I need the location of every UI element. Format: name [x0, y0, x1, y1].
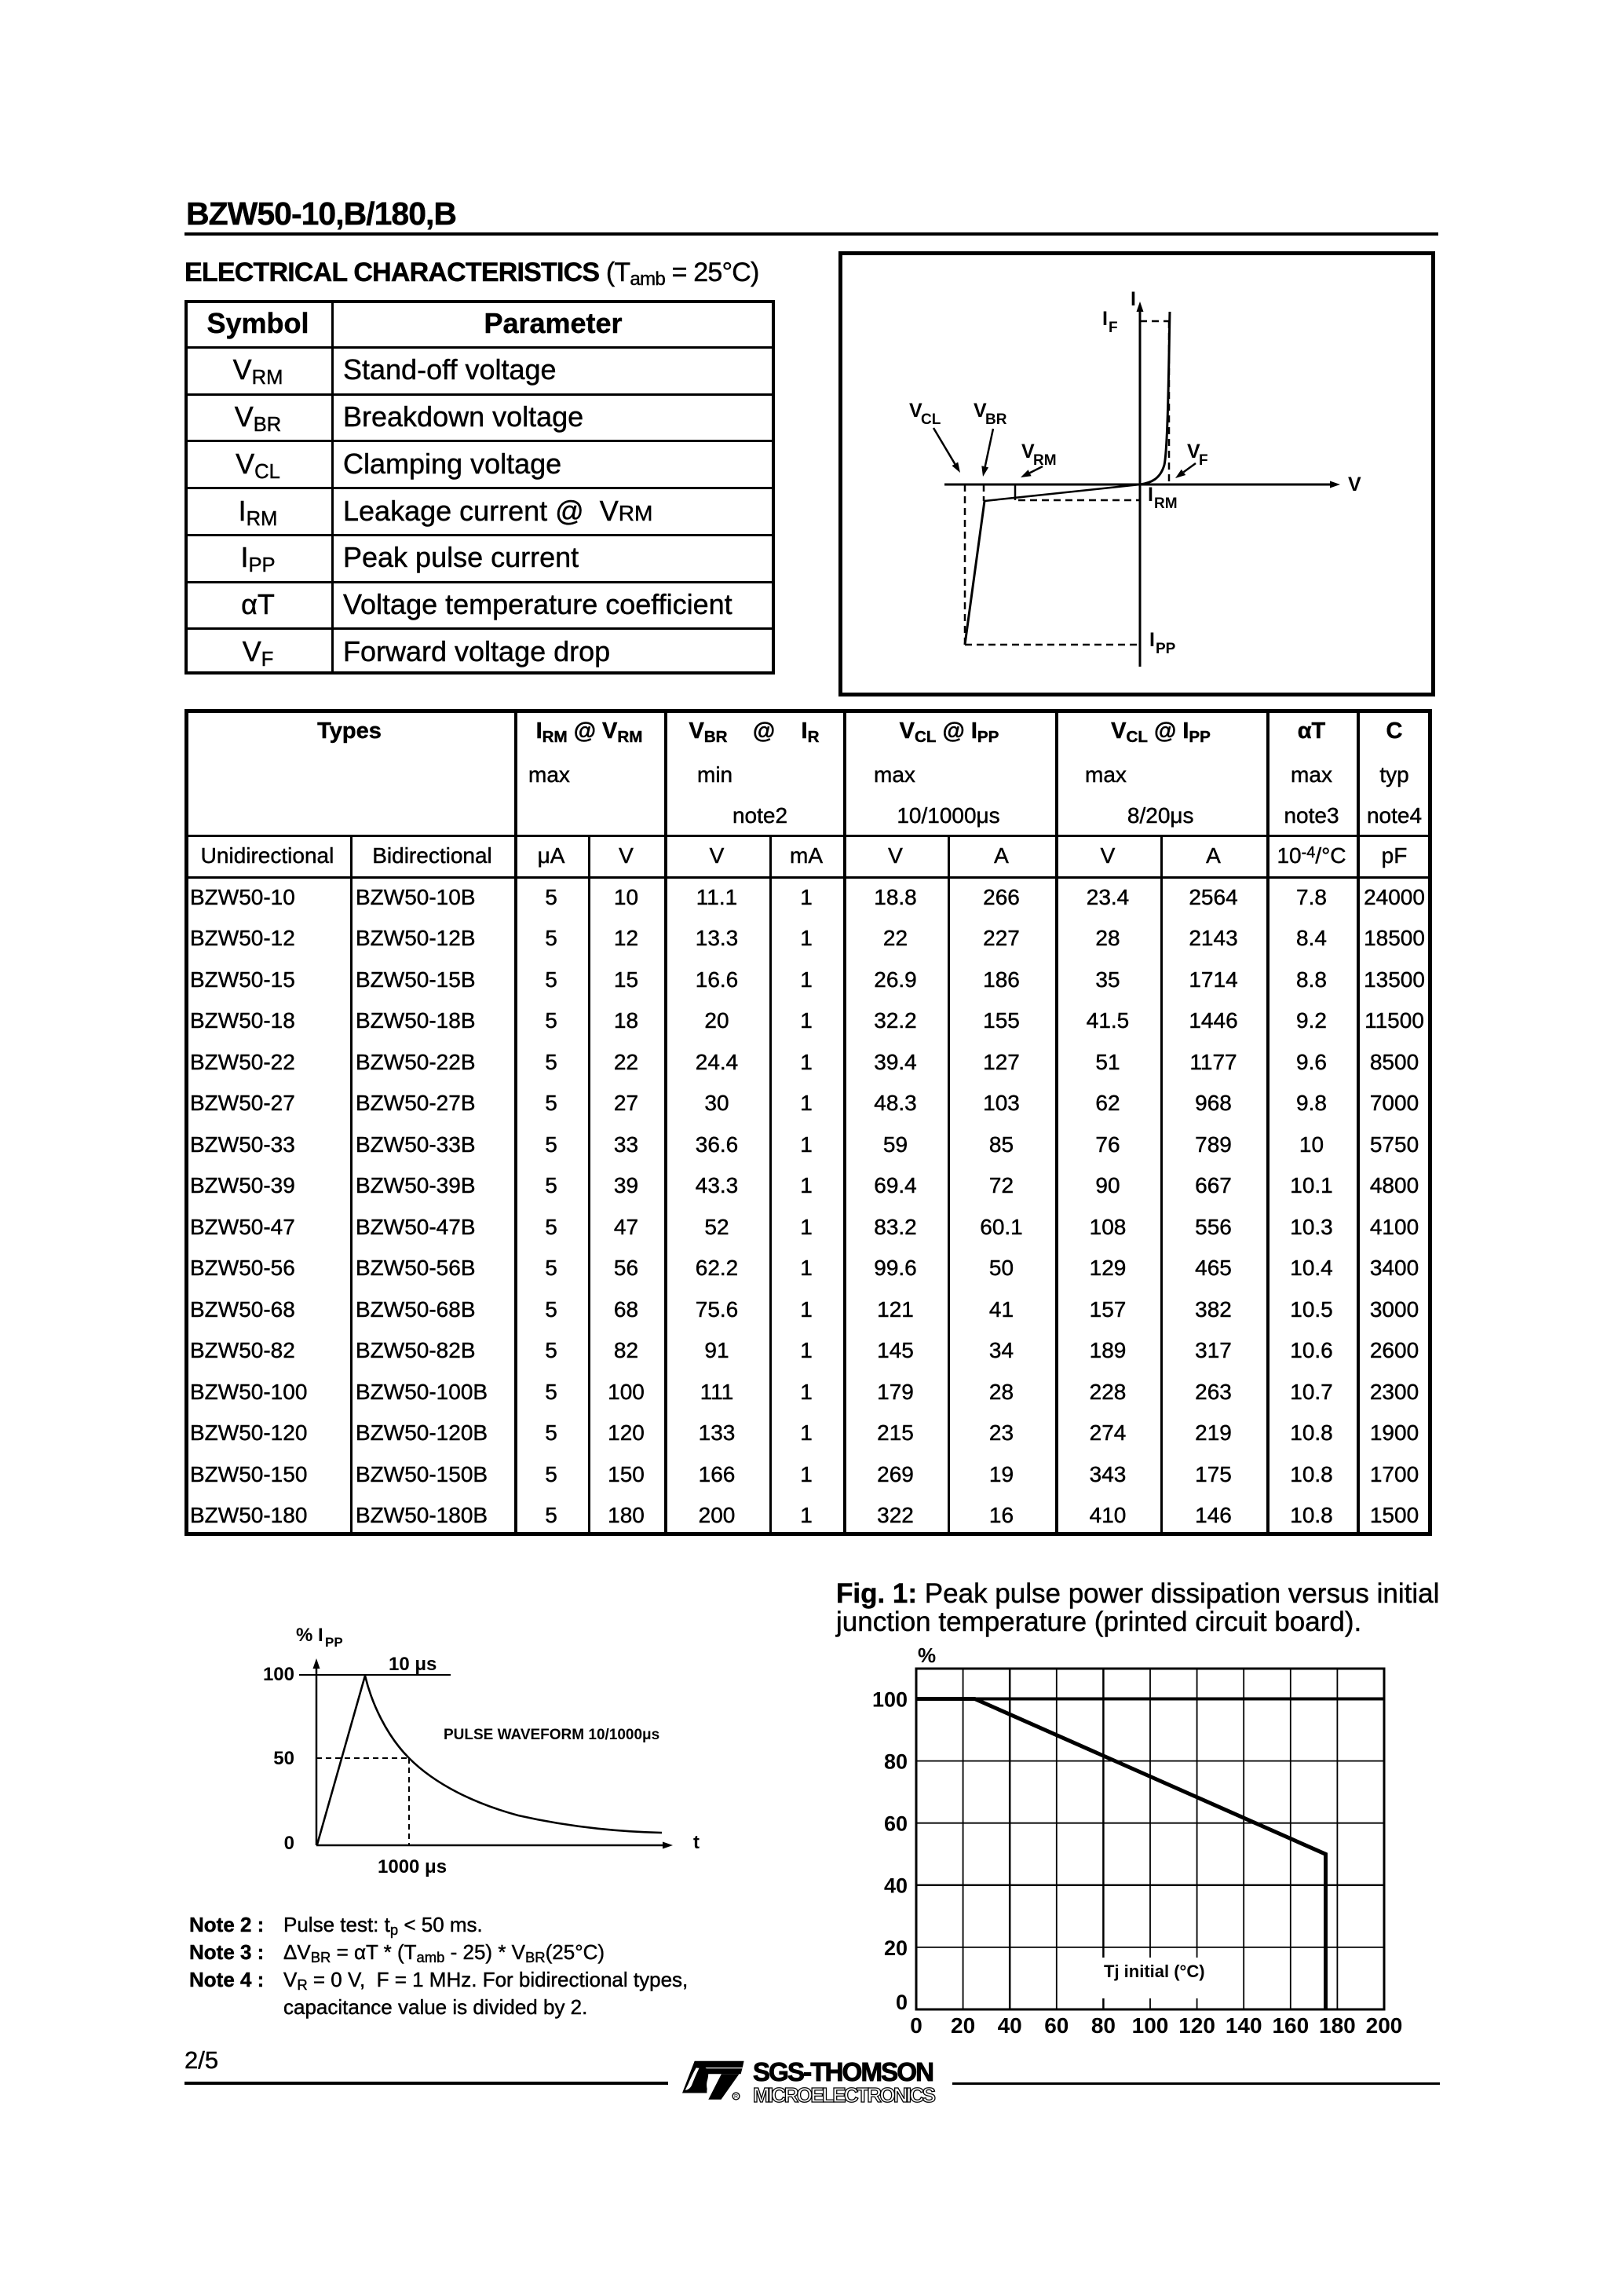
svg-text:100: 100: [872, 1687, 908, 1711]
svg-text:20: 20: [951, 2013, 975, 2038]
svg-text:0: 0: [284, 1833, 294, 1854]
svg-text:80: 80: [884, 1750, 908, 1774]
svg-text:Tj initial (°C): Tj initial (°C): [1104, 1961, 1205, 1981]
svg-text:0: 0: [910, 2013, 922, 2038]
svg-text:BR: BR: [985, 411, 1007, 428]
svg-text:F: F: [1199, 452, 1208, 469]
svg-text:V: V: [1348, 473, 1361, 495]
svg-text:CL: CL: [921, 411, 941, 428]
svg-text:100: 100: [1132, 2013, 1169, 2038]
svg-text:V: V: [974, 400, 987, 422]
svg-text:20: 20: [884, 1936, 908, 1960]
svg-text:140: 140: [1226, 2013, 1262, 2038]
svg-text:100: 100: [263, 1664, 294, 1685]
svg-text:I: I: [1149, 629, 1155, 651]
svg-text:50: 50: [273, 1748, 294, 1769]
svg-text:200: 200: [1366, 2013, 1403, 2038]
svg-text:160: 160: [1272, 2013, 1309, 2038]
svg-text:SGS-THOMSON: SGS-THOMSON: [753, 2057, 934, 2086]
svg-text:60: 60: [1044, 2013, 1069, 2038]
svg-text:120: 120: [1178, 2013, 1215, 2038]
svg-text:V: V: [1187, 441, 1200, 462]
svg-text:I: I: [1102, 308, 1108, 330]
svg-text:80: 80: [1091, 2013, 1116, 2038]
svg-text:PP: PP: [325, 1635, 343, 1650]
svg-text:V: V: [1021, 441, 1035, 462]
svg-text:% I: % I: [296, 1625, 323, 1646]
svg-text:MICROELECTRONICS: MICROELECTRONICS: [753, 2083, 936, 2107]
svg-text:10 μs: 10 μs: [389, 1654, 437, 1675]
svg-text:I: I: [1131, 288, 1136, 310]
svg-text:F: F: [1109, 320, 1118, 336]
svg-text:60: 60: [884, 1812, 908, 1836]
svg-text:R: R: [734, 2094, 738, 2100]
svg-text:RM: RM: [1154, 495, 1178, 512]
svg-text:PP: PP: [1156, 641, 1176, 657]
svg-text:PULSE WAVEFORM 10/1000μs: PULSE WAVEFORM 10/1000μs: [444, 1727, 659, 1743]
svg-text:0: 0: [896, 1991, 908, 2014]
svg-text:40: 40: [884, 1874, 908, 1898]
svg-text:I: I: [1148, 484, 1153, 506]
svg-text:t: t: [693, 1832, 700, 1853]
svg-text:180: 180: [1319, 2013, 1356, 2038]
svg-text:V: V: [909, 400, 922, 422]
svg-text:%: %: [918, 1643, 936, 1667]
svg-text:RM: RM: [1033, 452, 1057, 469]
svg-text:1000 μs: 1000 μs: [378, 1856, 447, 1877]
svg-text:40: 40: [998, 2013, 1022, 2038]
